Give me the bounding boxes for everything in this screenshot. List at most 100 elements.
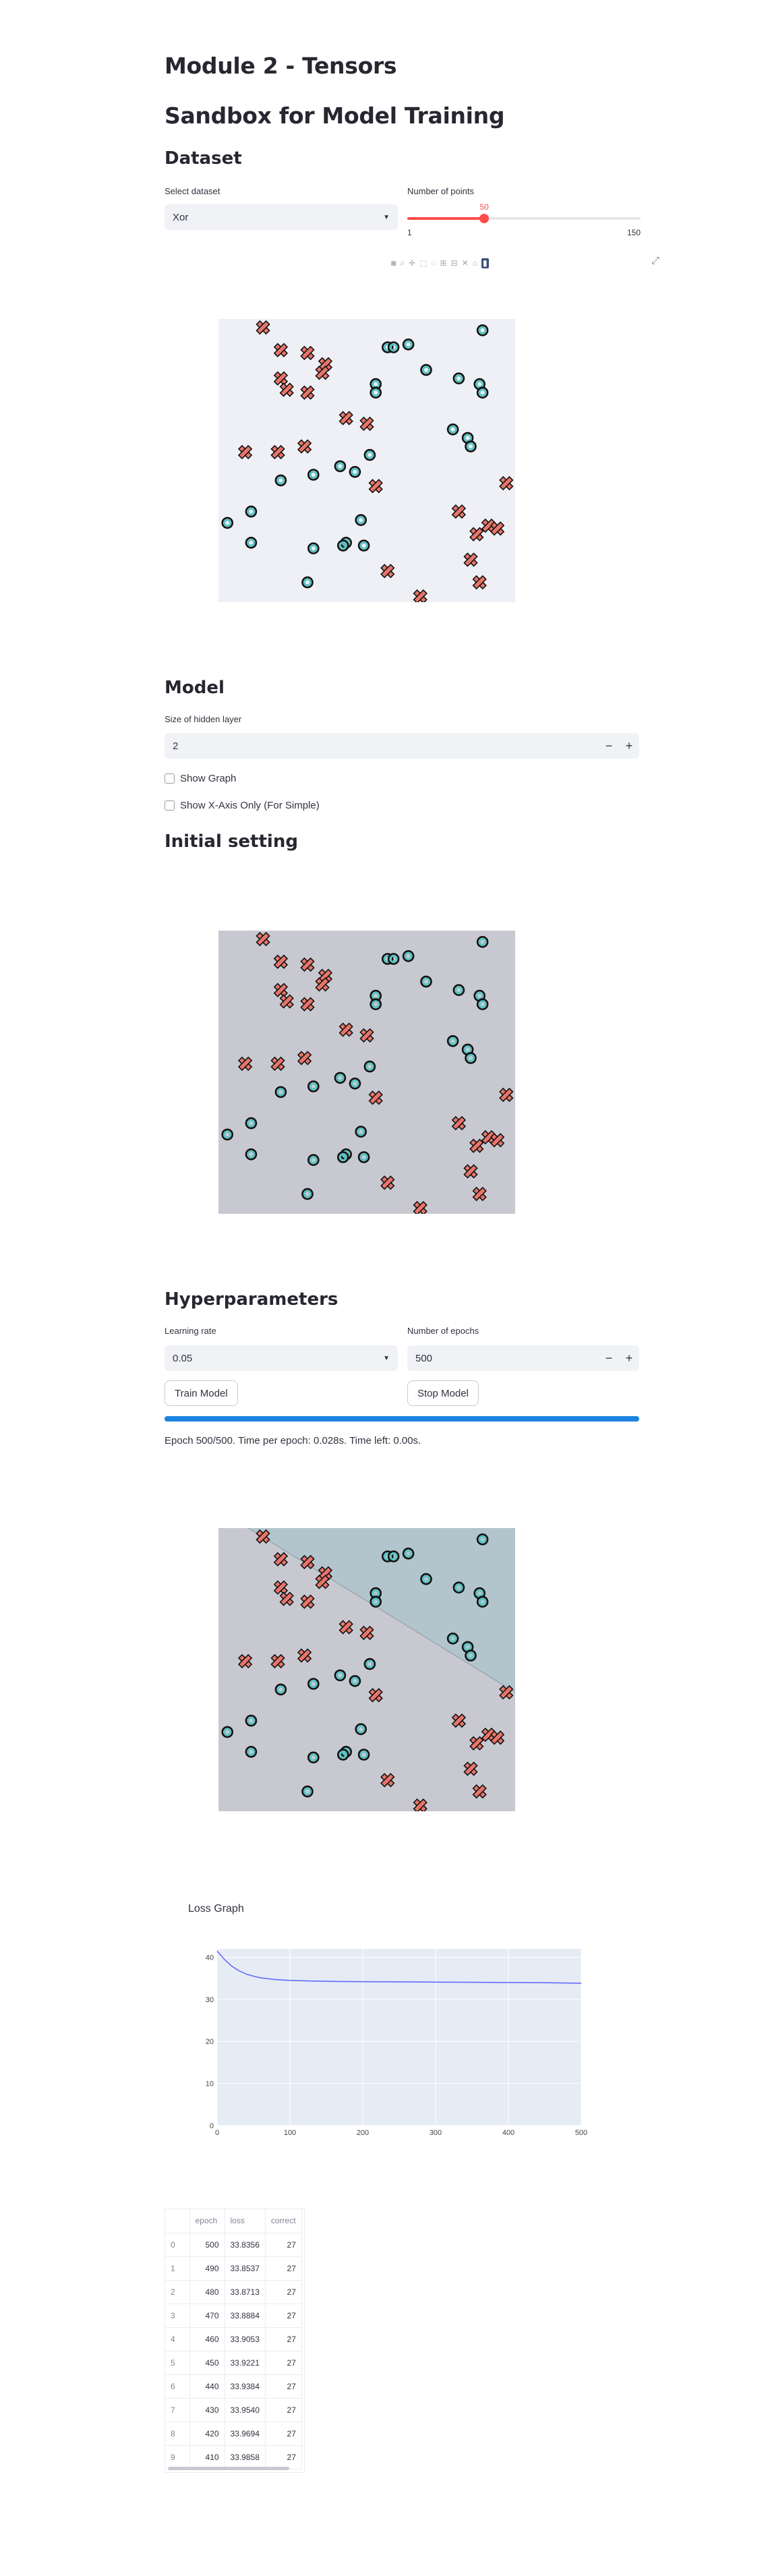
increment-button[interactable]: + <box>625 738 633 753</box>
learning-rate-select[interactable]: 0.05 ▼ <box>165 1345 398 1371</box>
cross-point <box>318 1566 333 1581</box>
table-row[interactable]: 5 450 33.9221 27 <box>165 2351 302 2375</box>
trained-decision-plot[interactable] <box>218 1528 515 1811</box>
hidden-layer-input[interactable]: 2 − + <box>165 733 639 759</box>
slider-thumb[interactable] <box>479 214 490 223</box>
checkbox-box[interactable] <box>165 773 175 784</box>
show-xaxis-checkbox[interactable]: Show X-Axis Only (For Simple) <box>165 800 320 811</box>
circle-point-inner <box>247 1747 256 1756</box>
circle-point <box>370 1596 382 1608</box>
checkbox-box[interactable] <box>165 800 175 811</box>
circle-point-inner <box>351 467 359 476</box>
pan-icon[interactable]: ✛ <box>408 258 416 268</box>
cross-point <box>338 1022 353 1037</box>
loss-graph[interactable]: 0 100 200 300 400 500 0 10 20 30 40 <box>202 1942 593 2144</box>
cross-point <box>300 1554 315 1570</box>
circle-point-inner <box>372 1598 380 1606</box>
circle-point <box>245 1148 258 1161</box>
table-row[interactable]: 8 420 33.9694 27 <box>165 2422 302 2446</box>
camera-icon[interactable]: ◙ <box>391 258 396 268</box>
epochs-input[interactable]: 500 − + <box>407 1345 639 1371</box>
increment-button[interactable]: + <box>625 1351 633 1365</box>
plotly-logo-icon[interactable]: ▮ <box>481 258 489 268</box>
circle-point-inner <box>223 519 232 527</box>
circle-point-inner <box>309 1156 318 1165</box>
cross-point <box>300 385 315 400</box>
table-cell: 33.8884 <box>225 2304 266 2328</box>
circle-point-inner <box>357 1725 365 1734</box>
lasso-icon[interactable]: ◌ <box>431 258 436 268</box>
circle-point-inner <box>475 991 484 1000</box>
circle-point-inner <box>336 1074 345 1082</box>
row-index-cell: 0 <box>165 2233 190 2257</box>
dataset-select[interactable]: Xor ▼ <box>165 204 398 230</box>
home-icon[interactable]: ⌂ <box>472 258 477 268</box>
dataset-scatter-plot[interactable] <box>218 319 515 602</box>
circle-point-inner <box>478 937 487 946</box>
circle-point-inner <box>389 343 398 351</box>
horizontal-scrollbar[interactable] <box>168 2467 289 2470</box>
circle-point-inner <box>463 434 472 442</box>
column-header[interactable]: epoch <box>189 2209 225 2233</box>
dataset-select-value: Xor <box>173 211 189 223</box>
circle-point-inner <box>247 1716 256 1725</box>
points-slider[interactable]: 50 1 150 <box>407 201 641 241</box>
cross-point <box>273 1552 289 1567</box>
initial-setting-plot[interactable] <box>218 931 515 1214</box>
circle-point <box>337 539 349 552</box>
table-row[interactable]: 3 470 33.8884 27 <box>165 2304 302 2328</box>
stop-model-button[interactable]: Stop Model <box>407 1380 479 1406</box>
circle-point-inner <box>478 388 487 397</box>
circle-point <box>402 338 415 351</box>
cross-point <box>469 1736 484 1751</box>
circle-point-inner <box>422 1575 430 1583</box>
circle-point-inner <box>223 1130 232 1139</box>
cross-point <box>256 931 270 947</box>
fullscreen-icon[interactable]: ⤢ <box>651 255 660 266</box>
circle-point-inner <box>247 507 256 516</box>
table-row[interactable]: 6 440 33.9384 27 <box>165 2374 302 2399</box>
cross-point <box>237 1653 253 1669</box>
cross-point <box>279 382 294 397</box>
circle-point-inner <box>365 450 374 459</box>
cross-point <box>490 1730 505 1745</box>
circle-point <box>420 363 432 376</box>
box-select-icon[interactable]: ⬚ <box>419 258 428 268</box>
column-header[interactable]: loss <box>225 2209 266 2233</box>
column-header[interactable] <box>165 2209 190 2233</box>
table-row[interactable]: 0 500 33.8356 27 <box>165 2233 302 2257</box>
table-row[interactable]: 7 430 33.9540 27 <box>165 2398 302 2422</box>
circle-point <box>357 1749 370 1761</box>
cross-point <box>297 1648 312 1663</box>
decrement-button[interactable]: − <box>605 1351 613 1365</box>
train-model-button[interactable]: Train Model <box>165 1380 238 1406</box>
circle-point-inner <box>338 1751 347 1759</box>
cross-point <box>463 1761 478 1776</box>
model-heading: Model <box>165 678 225 698</box>
circle-point <box>476 1596 489 1608</box>
show-graph-checkbox[interactable]: Show Graph <box>165 773 236 784</box>
zoom-out-icon[interactable]: ⊟ <box>450 258 458 268</box>
cross-point <box>481 518 496 533</box>
circle-point <box>274 474 287 487</box>
zoom-icon[interactable]: ⌕ <box>400 258 405 268</box>
circle-point-inner <box>303 1190 312 1198</box>
metrics-table-frame[interactable]: epoch loss correct 0 500 33.8356 27 1 490 33.853… <box>165 2208 305 2473</box>
circle-point-inner <box>338 541 347 550</box>
autoscale-icon[interactable]: ✕ <box>461 258 469 268</box>
table-row[interactable]: 4 460 33.9053 27 <box>165 2327 302 2351</box>
column-header[interactable]: correct <box>265 2209 302 2233</box>
zoom-in-icon[interactable]: ⊞ <box>440 258 447 268</box>
circle-point <box>307 1678 320 1690</box>
circle-point <box>465 440 477 452</box>
cross-point <box>338 411 353 426</box>
cross-point <box>270 444 285 460</box>
decrement-button[interactable]: − <box>605 738 613 753</box>
table-row[interactable]: 1 490 33.8537 27 <box>165 2256 302 2281</box>
table-cell: 33.8537 <box>225 2256 266 2281</box>
slider-fill <box>407 217 485 220</box>
circle-point <box>245 536 258 549</box>
progress-bar <box>165 1416 639 1422</box>
table-row[interactable]: 2 480 33.8713 27 <box>165 2280 302 2304</box>
table-row[interactable]: 9 410 33.9858 27 <box>165 2445 302 2469</box>
